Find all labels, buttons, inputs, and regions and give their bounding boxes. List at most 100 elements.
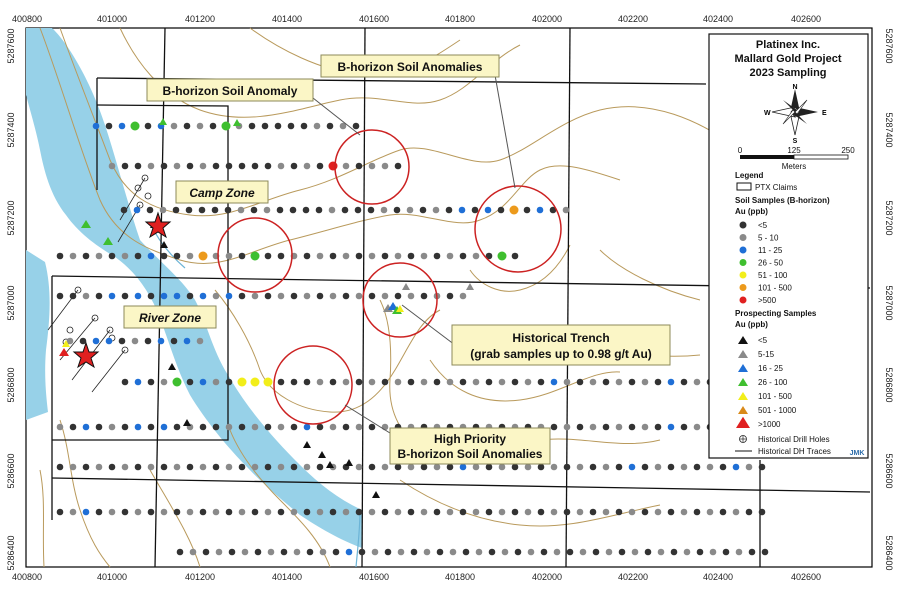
soil-sample-dot <box>228 548 236 556</box>
soil-sample-dot <box>472 508 480 516</box>
soil-sample-dot <box>120 206 128 214</box>
soil-sample-dot <box>339 122 347 130</box>
soil-sample-dot <box>498 508 506 516</box>
prosp-legend-triangle <box>738 406 748 414</box>
soil-sample-dot <box>420 508 428 516</box>
soil-sample-dot <box>237 206 245 214</box>
soil-sample-dot <box>407 508 415 516</box>
prosp-legend-label: 16 - 25 <box>758 364 783 373</box>
soil-sample-dot <box>277 463 285 471</box>
soil-sample-dot <box>144 122 152 130</box>
prospecting-sample-icon <box>303 441 311 448</box>
soil-sample-dot <box>550 463 558 471</box>
soil-sample-dot <box>654 423 662 431</box>
soil-sample-dot <box>394 463 402 471</box>
soil-sample-dot <box>329 378 337 386</box>
prosp-legend-triangle <box>738 364 748 372</box>
prospecting-sample-icon <box>62 340 70 347</box>
soil-sample-dot <box>105 337 113 345</box>
callout-high-priority-line1: High Priority <box>434 432 506 446</box>
soil-legend-dot <box>739 296 747 304</box>
soil-sample-dot <box>562 206 570 214</box>
anomaly-circle <box>334 129 410 205</box>
soil-sample-dot <box>238 162 246 170</box>
west-label: W <box>764 110 771 117</box>
soil-sample-dot <box>199 378 207 386</box>
soil-sample-dot <box>342 378 350 386</box>
soil-sample-dot <box>732 463 740 471</box>
soil-sample-dot <box>303 423 311 431</box>
soil-sample-dot <box>563 423 571 431</box>
prosp-legend-label: 101 - 500 <box>758 392 792 401</box>
anomaly-circle <box>217 217 293 293</box>
soil-sample-dot <box>198 206 206 214</box>
soil-sample-dot <box>254 548 262 556</box>
soil-sample-dot <box>56 252 64 260</box>
soil-sample-dot <box>563 508 571 516</box>
soil-sample-dot <box>160 508 168 516</box>
soil-sample-dot <box>251 423 259 431</box>
soil-sample-dot <box>238 423 246 431</box>
soil-sample-dot <box>381 423 389 431</box>
soil-sample-dot <box>592 548 600 556</box>
y-axis-label-right: 5287200 <box>884 200 894 235</box>
soil-sample-dot <box>133 206 141 214</box>
x-axis-label-bottom: 401200 <box>185 572 215 582</box>
soil-sample-dot <box>212 423 220 431</box>
leader-high-priority <box>344 404 399 439</box>
soil-sample-dot <box>250 251 260 261</box>
soil-sample-dot <box>224 206 232 214</box>
soil-header: Soil Samples (B-horizon) <box>735 196 830 205</box>
soil-sample-dot <box>589 508 597 516</box>
soil-sample-dot <box>199 508 207 516</box>
soil-legend-label: >500 <box>758 296 777 305</box>
soil-sample-dot <box>631 548 639 556</box>
soil-sample-dot <box>263 377 273 387</box>
soil-sample-dot <box>514 548 522 556</box>
drill-hole-icon <box>136 201 144 209</box>
soil-sample-dot <box>326 122 334 130</box>
soil-sample-dot <box>341 206 349 214</box>
soil-sample-dot <box>82 423 90 431</box>
prosp-header: Prospecting Samples <box>735 309 817 318</box>
x-axis-label-top: 401600 <box>359 14 389 24</box>
soil-sample-dot <box>394 508 402 516</box>
soil-legend-dot <box>739 221 747 229</box>
soil-sample-dot <box>576 423 584 431</box>
soil-sample-dot <box>524 463 532 471</box>
soil-sample-dot <box>82 252 90 260</box>
soil-sample-dot <box>95 292 103 300</box>
soil-sample-dot <box>605 548 613 556</box>
camp-zone-star-icon <box>144 211 172 239</box>
soil-sample-dot <box>316 252 324 260</box>
soil-sample-dot <box>69 463 77 471</box>
soil-sample-dot <box>147 292 155 300</box>
soil-sample-dot <box>579 548 587 556</box>
x-axis-label-top: 400800 <box>12 14 42 24</box>
soil-sample-dot <box>381 463 389 471</box>
soil-sample-dot <box>250 377 260 387</box>
soil-sample-dot <box>371 548 379 556</box>
soil-sample-dot <box>352 122 360 130</box>
soil-sample-dot <box>147 508 155 516</box>
soil-sample-dot <box>313 122 321 130</box>
soil-sample-dot <box>159 206 167 214</box>
soil-sample-dot <box>497 206 505 214</box>
legend-label: Legend <box>735 171 764 180</box>
soil-sample-dot <box>367 206 375 214</box>
callout-high-priority-line2: B-horizon Soil Anomalies <box>398 447 543 461</box>
soil-sample-dot <box>667 378 675 386</box>
soil-sample-dot <box>264 252 272 260</box>
soil-sample-dot <box>160 252 168 260</box>
soil-sample-dot <box>761 548 769 556</box>
soil-sample-dot <box>69 292 77 300</box>
y-axis-label-left: 5287400 <box>6 112 16 147</box>
soil-legend-label: 5 - 10 <box>758 234 779 243</box>
soil-sample-dot <box>680 463 688 471</box>
soil-sample-dot <box>199 463 207 471</box>
soil-sample-dot <box>108 423 116 431</box>
soil-sample-dot <box>355 162 363 170</box>
x-axis-label-bottom: 401400 <box>272 572 302 582</box>
soil-sample-dot <box>342 423 350 431</box>
soil-sample-dot <box>719 508 727 516</box>
